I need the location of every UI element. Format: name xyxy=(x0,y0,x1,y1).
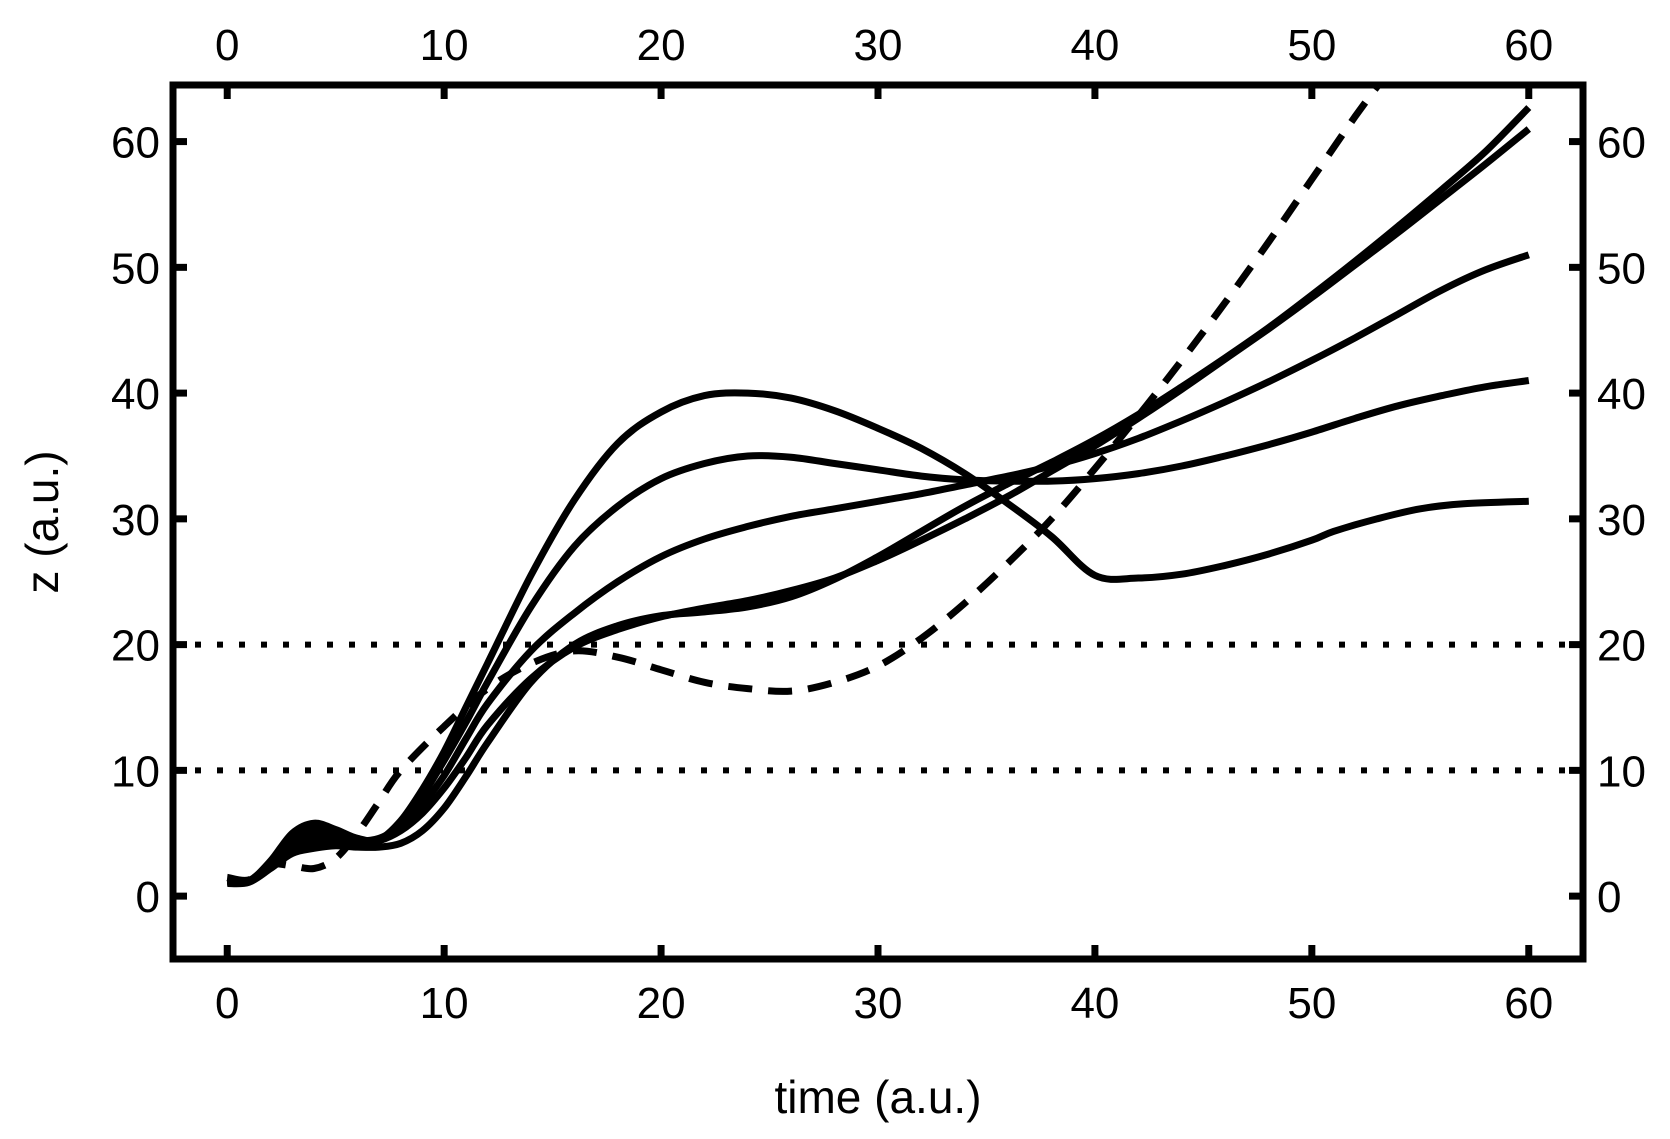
x-tick-label-bottom: 10 xyxy=(420,979,469,1028)
series-lines xyxy=(226,85,1532,888)
y-axis-title: z (a.u.) xyxy=(16,450,68,593)
y-tick-label-left: 40 xyxy=(111,370,160,419)
y-tick-label-left: 30 xyxy=(111,496,160,545)
y-tick-label-left: 0 xyxy=(136,873,160,922)
x-tick-label-bottom: 0 xyxy=(215,979,239,1028)
y-tick-label-right: 10 xyxy=(1597,747,1646,796)
reference-lines xyxy=(173,641,1583,774)
y-tick-label-left: 20 xyxy=(111,622,160,671)
x-tick-label-top: 50 xyxy=(1287,21,1336,70)
y-tick-label-right: 60 xyxy=(1597,119,1646,168)
x-tick-label-top: 40 xyxy=(1070,21,1119,70)
x-tick-label-bottom: 50 xyxy=(1287,979,1336,1028)
x-tick-label-top: 30 xyxy=(854,21,903,70)
series-curve-5 xyxy=(227,105,1532,888)
x-tick-label-bottom: 30 xyxy=(854,979,903,1028)
x-axis-title: time (a.u.) xyxy=(774,1071,981,1123)
y-tick-label-right: 0 xyxy=(1597,873,1621,922)
x-tick-label-top: 20 xyxy=(637,21,686,70)
series-curve-dashed xyxy=(226,85,1383,884)
x-tick-label-top: 10 xyxy=(420,21,469,70)
y-tick-label-right: 30 xyxy=(1597,496,1646,545)
y-tick-label-right: 20 xyxy=(1597,622,1646,671)
y-tick-label-right: 50 xyxy=(1597,244,1646,293)
y-tick-label-right: 40 xyxy=(1597,370,1646,419)
y-tick-label-left: 60 xyxy=(111,119,160,168)
x-tick-label-top: 0 xyxy=(215,21,239,70)
x-tick-label-top: 60 xyxy=(1504,21,1553,70)
y-tick-label-left: 50 xyxy=(111,244,160,293)
tick-labels: 0 0 10 10 20 20 30 30 40 40 50 50 60 60 0 0 10 10 20 20 30 30… xyxy=(111,21,1646,1028)
x-tick-label-bottom: 20 xyxy=(637,979,686,1028)
axis-ticks xyxy=(173,85,1583,959)
x-tick-label-bottom: 60 xyxy=(1504,979,1553,1028)
x-tick-label-bottom: 40 xyxy=(1070,979,1119,1028)
y-tick-label-left: 10 xyxy=(111,747,160,796)
